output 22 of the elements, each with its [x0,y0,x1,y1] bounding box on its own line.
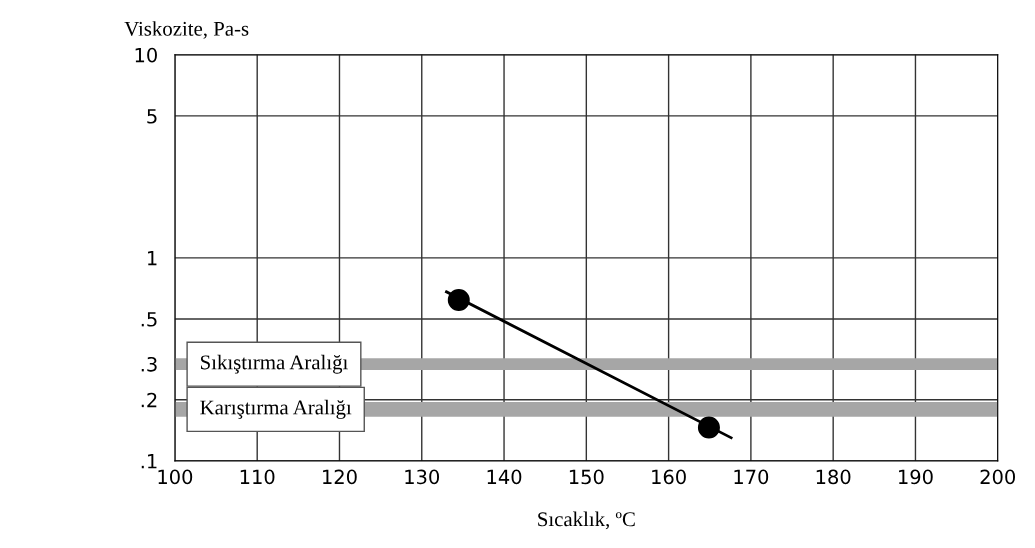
y-tick-label: 1 [148,251,157,266]
x-tick-label: 150 [569,469,604,485]
x-tick-label: 130 [405,469,440,485]
y-tick-label: 10 [135,47,157,63]
y-tick-label: .1 [141,454,157,469]
y-axis-title: Viskozite, Pa-s [124,21,249,39]
x-tick-label: 180 [816,469,851,485]
y-tick-label: 5 [147,109,157,124]
y-tick-label: .5 [141,312,157,327]
y-tick-label: .3 [141,356,157,372]
band-label: Sıkıştırma Aralığı [200,354,348,374]
x-tick-label: 170 [734,469,769,485]
x-tick-label: 120 [323,469,357,485]
x-tick-label: 160 [652,469,686,485]
x-tick-label: 100 [158,469,193,485]
x-tick-label: 110 [240,469,275,485]
x-tick-label: 140 [487,469,522,485]
band-label: Karıştırma Aralığı [200,399,352,419]
x-axis-title: Sıcaklık, ºC [538,511,635,530]
x-tick-label: 200 [980,469,1016,485]
x-tick-label: 190 [899,469,933,485]
y-tick-label: .2 [141,392,157,408]
